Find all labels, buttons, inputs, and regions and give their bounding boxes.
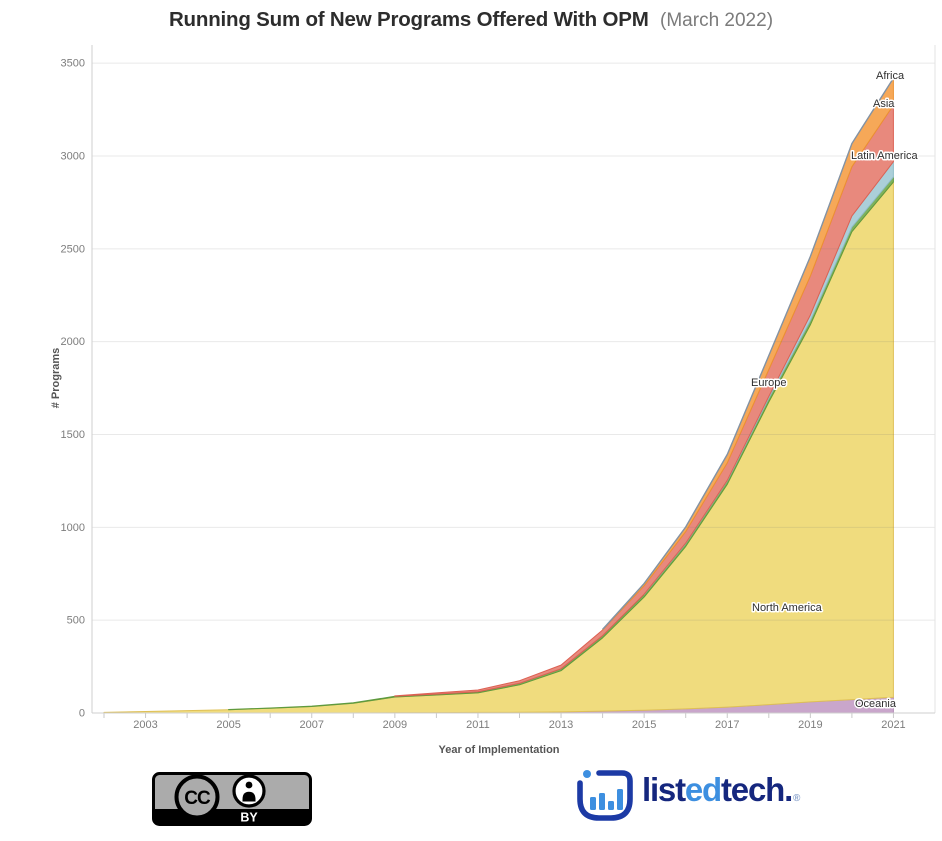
area-asia bbox=[394, 104, 894, 697]
listedtech-logo-icon bbox=[577, 770, 633, 821]
x-tick-label-2017: 2017 bbox=[715, 719, 739, 731]
logo-shield-outline bbox=[577, 770, 633, 821]
x-tick-label-2005: 2005 bbox=[216, 719, 240, 731]
cc-badge-strip-square-top bbox=[154, 809, 310, 817]
listedtech-wordmark: listedtech.® bbox=[642, 770, 800, 810]
wordmark-part-tech: tech bbox=[721, 771, 785, 808]
y-tick-label-1500: 1500 bbox=[61, 429, 85, 441]
x-tick-label-2003: 2003 bbox=[133, 719, 157, 731]
wordmark-part-list: list bbox=[642, 771, 686, 808]
y-tick-label-0: 0 bbox=[79, 708, 85, 720]
listedtech-logo: listedtech.® bbox=[574, 764, 904, 826]
logo-bar-chart bbox=[590, 789, 623, 810]
area-label-north-america: North America bbox=[752, 602, 823, 614]
x-tick-label-2009: 2009 bbox=[383, 719, 407, 731]
wordmark-part-dot: . bbox=[784, 771, 793, 808]
x-axis-title: Year of Implementation bbox=[438, 744, 560, 756]
area-label-asia: Asia bbox=[873, 98, 895, 110]
y-tick-label-2500: 2500 bbox=[61, 243, 85, 255]
x-tick-label-2021: 2021 bbox=[881, 719, 905, 731]
chart-title-subtitle: (March 2022) bbox=[660, 10, 774, 31]
x-tick-label-2015: 2015 bbox=[632, 719, 656, 731]
y-tick-label-500: 500 bbox=[67, 615, 85, 627]
svg-text:CC: CC bbox=[184, 788, 211, 809]
chart-title-main: Running Sum of New Programs Offered With… bbox=[168, 8, 649, 31]
chart-title: Running Sum of New Programs Offered With… bbox=[0, 8, 942, 32]
area-label-oceania: Oceania bbox=[855, 698, 897, 710]
y-tick-label-1000: 1000 bbox=[61, 522, 85, 534]
wordmark-part-reg: ® bbox=[793, 793, 801, 804]
logo-dot bbox=[583, 770, 591, 778]
stacked-area-chart: 2003 2005 2007 2009 2011 2013 2015 2017 2019 2021… bbox=[61, 45, 936, 731]
x-tick-label-2013: 2013 bbox=[549, 719, 573, 731]
cc-by-license-badge: CC BY bbox=[152, 772, 312, 826]
wordmark-part-ed: ed bbox=[684, 771, 722, 808]
cc-logo-icon: CC bbox=[174, 774, 220, 820]
total-running-sum-line bbox=[602, 77, 894, 630]
area-north-america bbox=[103, 181, 894, 714]
area-label-africa: Africa bbox=[876, 70, 905, 82]
x-tick-label-2007: 2007 bbox=[300, 719, 324, 731]
y-axis-title: # Programs bbox=[50, 347, 62, 409]
attribution-person-icon bbox=[232, 774, 266, 808]
area-label-latin-america: Latin America bbox=[851, 150, 919, 162]
x-tick-label-2011: 2011 bbox=[466, 719, 490, 731]
y-tick-label-2000: 2000 bbox=[61, 336, 85, 348]
by-label: BY bbox=[240, 811, 258, 825]
y-tick-label-3500: 3500 bbox=[61, 58, 85, 70]
y-tick-label-3000: 3000 bbox=[61, 150, 85, 162]
area-label-europe: Europe bbox=[751, 377, 786, 389]
x-tick-label-2019: 2019 bbox=[798, 719, 822, 731]
